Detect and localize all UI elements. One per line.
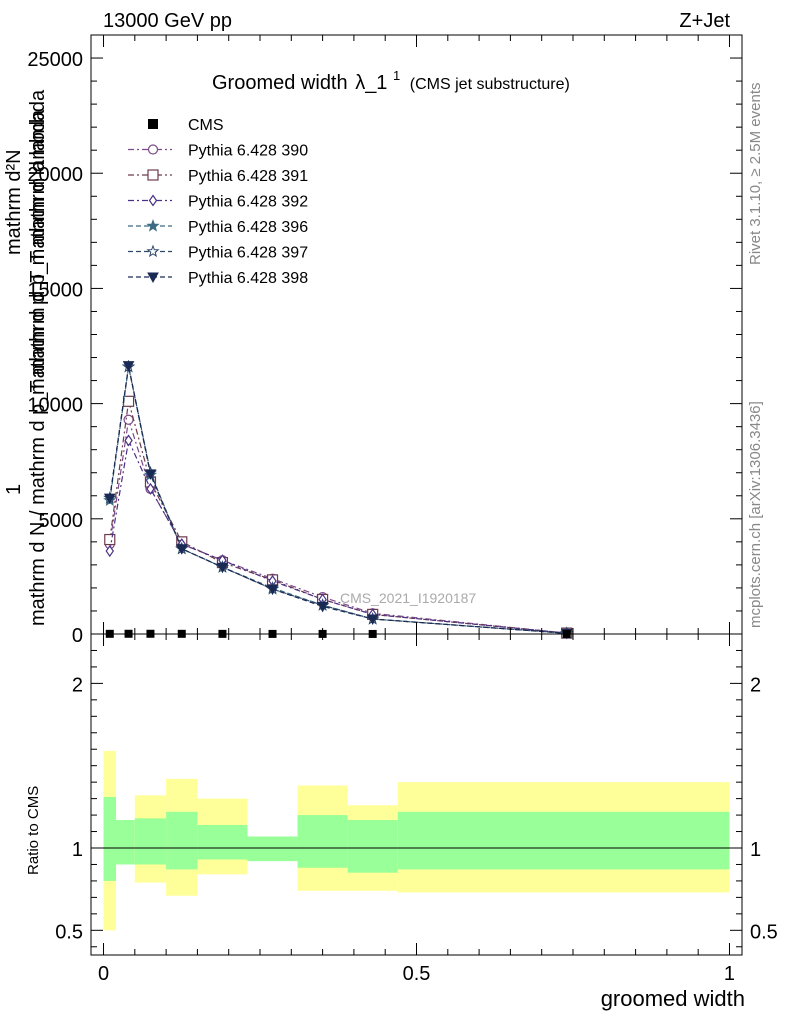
series-2-point-2	[146, 482, 155, 495]
band-inner-1	[116, 820, 135, 865]
legend-item-4: Pythia 6.428 397	[128, 245, 308, 262]
series-line-3	[109, 366, 567, 634]
series-line-5	[109, 365, 567, 634]
ylabel-top: mathrm d²N	[3, 149, 25, 255]
xtick-label-2: 1	[724, 963, 735, 985]
main-ytick-label-1: 5000	[39, 510, 84, 532]
axes: 0 5000 10000 15000 20000 25000 0 0.5 1 0.5 0.5 1 1 2 2	[27, 34, 778, 985]
band-inner-5	[247, 836, 298, 862]
series-5	[103, 361, 573, 640]
legend-label-3: Pythia 6.428 396	[188, 219, 308, 236]
legend-marker-2	[148, 194, 158, 207]
series-1-point-1	[122, 395, 135, 407]
legend-label-5: Pythia 6.428 398	[188, 270, 308, 287]
ylabel-one: 1	[3, 484, 25, 495]
ratio-y-axis-label: Ratio to CMS	[25, 786, 42, 875]
main-y-axis-label: mathrm d²N mathrm d p_T mathrm d lambda …	[3, 89, 49, 626]
series-line-4	[109, 366, 567, 634]
series-line-1	[109, 401, 567, 634]
band-inner-7	[347, 820, 398, 873]
series-1-point-0	[104, 533, 116, 546]
series-5-point-1	[122, 361, 135, 372]
legend-label-1: Pythia 6.428 391	[188, 168, 308, 185]
legend-marker-1	[147, 169, 159, 181]
legend-item-0: Pythia 6.428 390	[128, 143, 308, 160]
legend-item-2: Pythia 6.428 392	[128, 194, 308, 211]
main-ytick-label-3: 15000	[27, 279, 83, 301]
ratio-bands	[91, 750, 742, 931]
legend-marker-5	[147, 272, 159, 284]
series-5-point-7	[366, 614, 379, 626]
legend: CMS Pythia 6.428 390 Pythia 6.428 391 Pythi…	[128, 117, 308, 287]
ratio-ytick-label-right-0: 0.5	[750, 921, 778, 943]
legend-item-cms: CMS	[148, 117, 224, 134]
xtick-label-0: 0	[98, 963, 109, 985]
legend-cms-label: CMS	[188, 117, 224, 134]
legend-item-1: Pythia 6.428 391	[128, 168, 308, 185]
series-3	[103, 359, 574, 639]
legend-cms-marker	[148, 119, 158, 129]
series-5-point-4	[216, 562, 229, 574]
series-4	[103, 359, 574, 639]
rivet-label: Rivet 3.1.10, ≥ 2.5M events	[747, 83, 764, 266]
ratio-ytick-label-left-1: 1	[72, 839, 83, 861]
series-2-point-1	[124, 434, 133, 447]
main-ytick-label-5: 25000	[27, 49, 83, 71]
x-axis-label: groomed width	[601, 986, 745, 1011]
main-ytick-label-0: 0	[72, 625, 83, 647]
legend-label-0: Pythia 6.428 390	[188, 143, 308, 160]
ratio-ytick-label-left-0: 0.5	[55, 921, 83, 943]
series-5-point-2	[144, 469, 157, 480]
band-inner-4	[197, 824, 248, 860]
ratio-ytick-label-right-1: 1	[750, 839, 761, 861]
main-series	[103, 359, 574, 640]
series-2	[105, 434, 571, 640]
band-inner-3	[166, 811, 198, 870]
series-2-point-0	[105, 545, 115, 558]
legend-marker-0	[147, 144, 159, 155]
xtick-label-1: 0.5	[403, 963, 431, 985]
series-5-point-0	[103, 493, 116, 505]
ylabel-top2: mathrm d p_T mathrm d lambda	[27, 109, 49, 395]
legend-marker-3	[146, 219, 160, 232]
band-inner-8	[397, 811, 730, 870]
series-line-2	[109, 438, 567, 634]
mcplots-label: mcplots.cern.ch [arXiv:1306.3436]	[747, 401, 764, 628]
legend-marker-4	[146, 244, 160, 258]
ylabel-bottom: mathrm d N / mathrm d p_T mathrm d p_T m…	[27, 89, 49, 626]
band-inner-6	[297, 815, 348, 868]
series-5-point-5	[266, 584, 279, 596]
series-5-point-6	[316, 601, 329, 613]
ratio-ytick-label-right-2: 2	[750, 674, 761, 696]
legend-label-2: Pythia 6.428 392	[188, 194, 308, 211]
legend-label-4: Pythia 6.428 397	[188, 245, 308, 262]
series-1	[104, 395, 573, 639]
header-left: 13000 GeV pp	[103, 10, 232, 32]
legend-item-5: Pythia 6.428 398	[128, 270, 308, 287]
chart-title-main: Groomed width λ_1 1 (CMS jet substructur…	[212, 63, 570, 94]
legend-item-3: Pythia 6.428 396	[128, 219, 308, 236]
main-ytick-label-2: 10000	[27, 395, 83, 417]
chart-title: Groomed width λ_1 1 (CMS jet substructur…	[212, 63, 570, 94]
watermark: CMS_2021_I1920187	[340, 590, 476, 606]
header-right: Z+Jet	[679, 10, 730, 32]
ratio-ytick-label-left-2: 2	[72, 674, 83, 696]
series-5-point-3	[175, 544, 188, 555]
band-inner-2	[134, 818, 167, 865]
main-ytick-label-4: 20000	[27, 164, 83, 186]
series-line-0	[109, 419, 567, 634]
band-inner-0	[103, 796, 117, 881]
